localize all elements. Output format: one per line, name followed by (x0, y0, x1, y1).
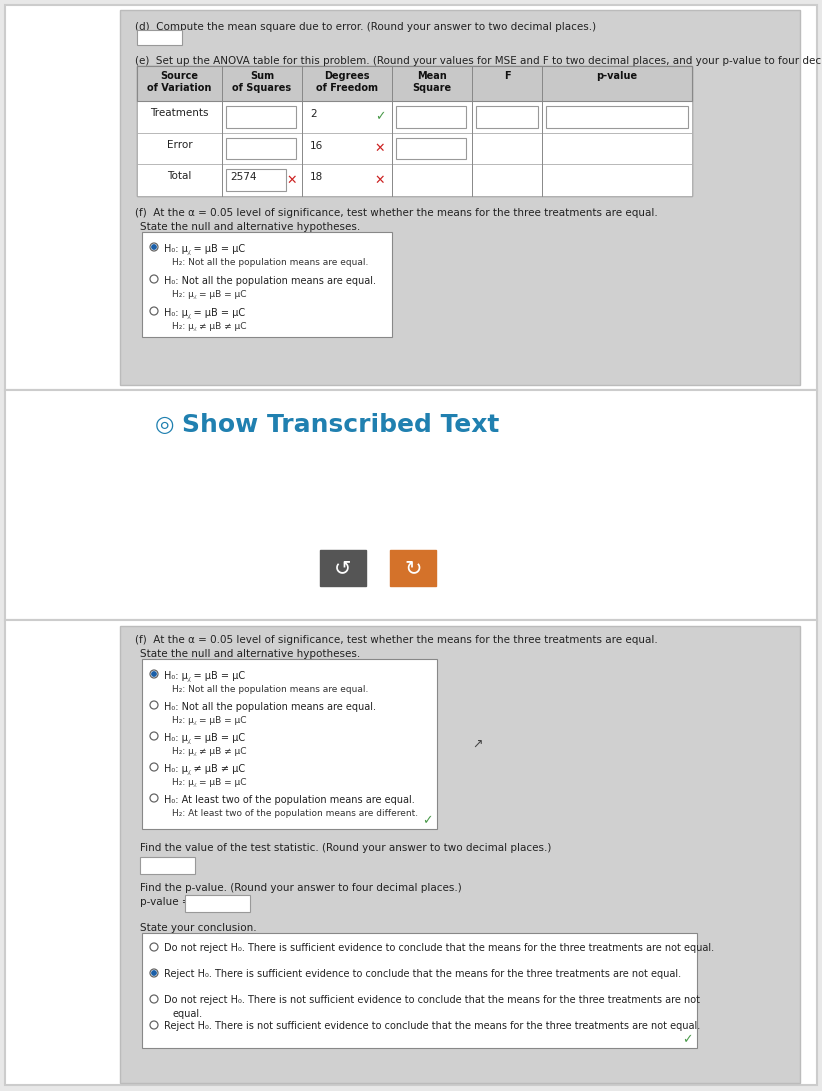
Text: Find the value of the test statistic. (Round your answer to two decimal places.): Find the value of the test statistic. (R… (140, 843, 552, 853)
Bar (226, 106, 296, 128)
Bar (5, 620, 817, 1086)
Text: H₀: μ⁁ = μB = μC: H₀: μ⁁ = μB = μC (164, 671, 245, 682)
Circle shape (150, 670, 158, 678)
Text: ✕: ✕ (287, 173, 298, 187)
Circle shape (150, 275, 158, 283)
Text: H₀: Not all the population means are equal.: H₀: Not all the population means are equ… (164, 702, 376, 712)
Text: ↺: ↺ (335, 558, 352, 578)
Text: H₂: μ⁁ = μB = μC: H₂: μ⁁ = μB = μC (172, 290, 247, 299)
Text: H₂: μ⁁ = μB = μC: H₂: μ⁁ = μB = μC (172, 778, 247, 787)
Bar (142, 232, 392, 337)
Bar (137, 29, 182, 45)
Text: H₀: Not all the population means are equal.: H₀: Not all the population means are equ… (164, 276, 376, 286)
Bar (226, 137, 296, 159)
Text: Find the p-value. (Round your answer to four decimal places.): Find the p-value. (Round your answer to … (140, 883, 462, 894)
Text: 2574: 2574 (230, 172, 256, 182)
Text: ✕: ✕ (375, 173, 386, 187)
Text: (f)  At the α = 0.05 level of significance, test whether the means for the three: (f) At the α = 0.05 level of significanc… (135, 635, 658, 645)
Bar (142, 933, 697, 1048)
Text: State the null and alternative hypotheses.: State the null and alternative hypothese… (140, 649, 360, 659)
Bar (142, 659, 437, 829)
Text: H₀: μ⁁ = μB = μC: H₀: μ⁁ = μB = μC (164, 733, 245, 744)
Text: H₂: Not all the population means are equal.: H₂: Not all the population means are equ… (172, 685, 368, 694)
Bar (185, 895, 250, 912)
Circle shape (150, 794, 158, 802)
Text: Total: Total (168, 171, 192, 181)
Text: (d)  Compute the mean square due to error. (Round your answer to two decimal pla: (d) Compute the mean square due to error… (135, 22, 596, 32)
Text: H₂: At least two of the population means are different.: H₂: At least two of the population means… (172, 810, 418, 818)
Text: equal.: equal. (172, 1009, 202, 1019)
Bar (5, 389, 817, 620)
Text: Degrees
of Freedom: Degrees of Freedom (316, 71, 378, 93)
Bar (137, 165, 692, 196)
Text: ✓: ✓ (422, 815, 432, 827)
Text: H₂: μ⁁ ≠ μB ≠ μC: H₂: μ⁁ ≠ μB ≠ μC (172, 747, 247, 756)
Text: State the null and alternative hypotheses.: State the null and alternative hypothese… (140, 221, 360, 232)
Text: H₂: μ⁁ = μB = μC: H₂: μ⁁ = μB = μC (172, 716, 247, 726)
Circle shape (150, 732, 158, 740)
Circle shape (150, 995, 158, 1003)
Text: (f)  At the α = 0.05 level of significance, test whether the means for the three: (f) At the α = 0.05 level of significanc… (135, 208, 658, 218)
Text: H₀: At least two of the population means are equal.: H₀: At least two of the population means… (164, 795, 415, 805)
Bar (546, 106, 688, 128)
Text: Do not reject H₀. There is sufficient evidence to conclude that the means for th: Do not reject H₀. There is sufficient ev… (164, 943, 714, 954)
Bar (137, 101, 692, 133)
Text: ✓: ✓ (681, 1033, 692, 1046)
Circle shape (152, 244, 156, 249)
Text: F: F (504, 71, 510, 81)
Bar (226, 169, 286, 191)
Circle shape (150, 243, 158, 251)
Bar (476, 106, 538, 128)
Text: 18: 18 (310, 172, 323, 182)
Text: Source
of Variation: Source of Variation (147, 71, 212, 93)
Text: H₀: μ⁁ = μB = μC: H₀: μ⁁ = μB = μC (164, 308, 245, 319)
Circle shape (150, 969, 158, 978)
Text: Mean
Square: Mean Square (413, 71, 451, 93)
Text: Reject H₀. There is not sufficient evidence to conclude that the means for the t: Reject H₀. There is not sufficient evide… (164, 1021, 700, 1031)
Circle shape (150, 307, 158, 315)
Text: ↻: ↻ (404, 558, 422, 578)
Circle shape (150, 702, 158, 709)
Text: ◎: ◎ (155, 415, 174, 435)
Bar (396, 137, 466, 159)
Text: ✕: ✕ (375, 142, 386, 155)
Circle shape (150, 943, 158, 951)
Text: Reject H₀. There is sufficient evidence to conclude that the means for the three: Reject H₀. There is sufficient evidence … (164, 969, 681, 979)
Bar (137, 65, 692, 101)
Bar (396, 106, 466, 128)
Bar (140, 858, 195, 874)
Bar (320, 550, 366, 586)
Bar (137, 133, 692, 165)
Bar (5, 5, 817, 389)
Text: Sum
of Squares: Sum of Squares (233, 71, 292, 93)
Bar (137, 65, 692, 196)
Text: Error: Error (167, 140, 192, 149)
Text: Treatments: Treatments (150, 108, 209, 118)
Text: H₀: μ⁁ = μB = μC: H₀: μ⁁ = μB = μC (164, 244, 245, 255)
Text: H₂: μ⁁ ≠ μB ≠ μC: H₂: μ⁁ ≠ μB ≠ μC (172, 322, 247, 331)
Text: H₂: Not all the population means are equal.: H₂: Not all the population means are equ… (172, 257, 368, 267)
Text: ↗: ↗ (472, 738, 483, 751)
Circle shape (152, 672, 156, 676)
Text: Show Transcribed Text: Show Transcribed Text (182, 413, 500, 437)
Text: p-value: p-value (597, 71, 638, 81)
Text: (e)  Set up the ANOVA table for this problem. (Round your values for MSE and F t: (e) Set up the ANOVA table for this prob… (135, 56, 822, 65)
Text: Do not reject H₀. There is not sufficient evidence to conclude that the means fo: Do not reject H₀. There is not sufficien… (164, 995, 700, 1005)
Text: p-value =: p-value = (140, 897, 191, 907)
Text: State your conclusion.: State your conclusion. (140, 923, 256, 933)
Circle shape (152, 971, 156, 975)
Text: H₀: μ⁁ ≠ μB ≠ μC: H₀: μ⁁ ≠ μB ≠ μC (164, 764, 245, 775)
Bar (390, 550, 436, 586)
Circle shape (150, 1021, 158, 1029)
Text: ✓: ✓ (375, 110, 386, 123)
Bar (120, 626, 800, 1083)
Text: 2: 2 (310, 109, 316, 119)
Bar (120, 10, 800, 385)
Text: 16: 16 (310, 141, 323, 151)
Circle shape (150, 763, 158, 771)
